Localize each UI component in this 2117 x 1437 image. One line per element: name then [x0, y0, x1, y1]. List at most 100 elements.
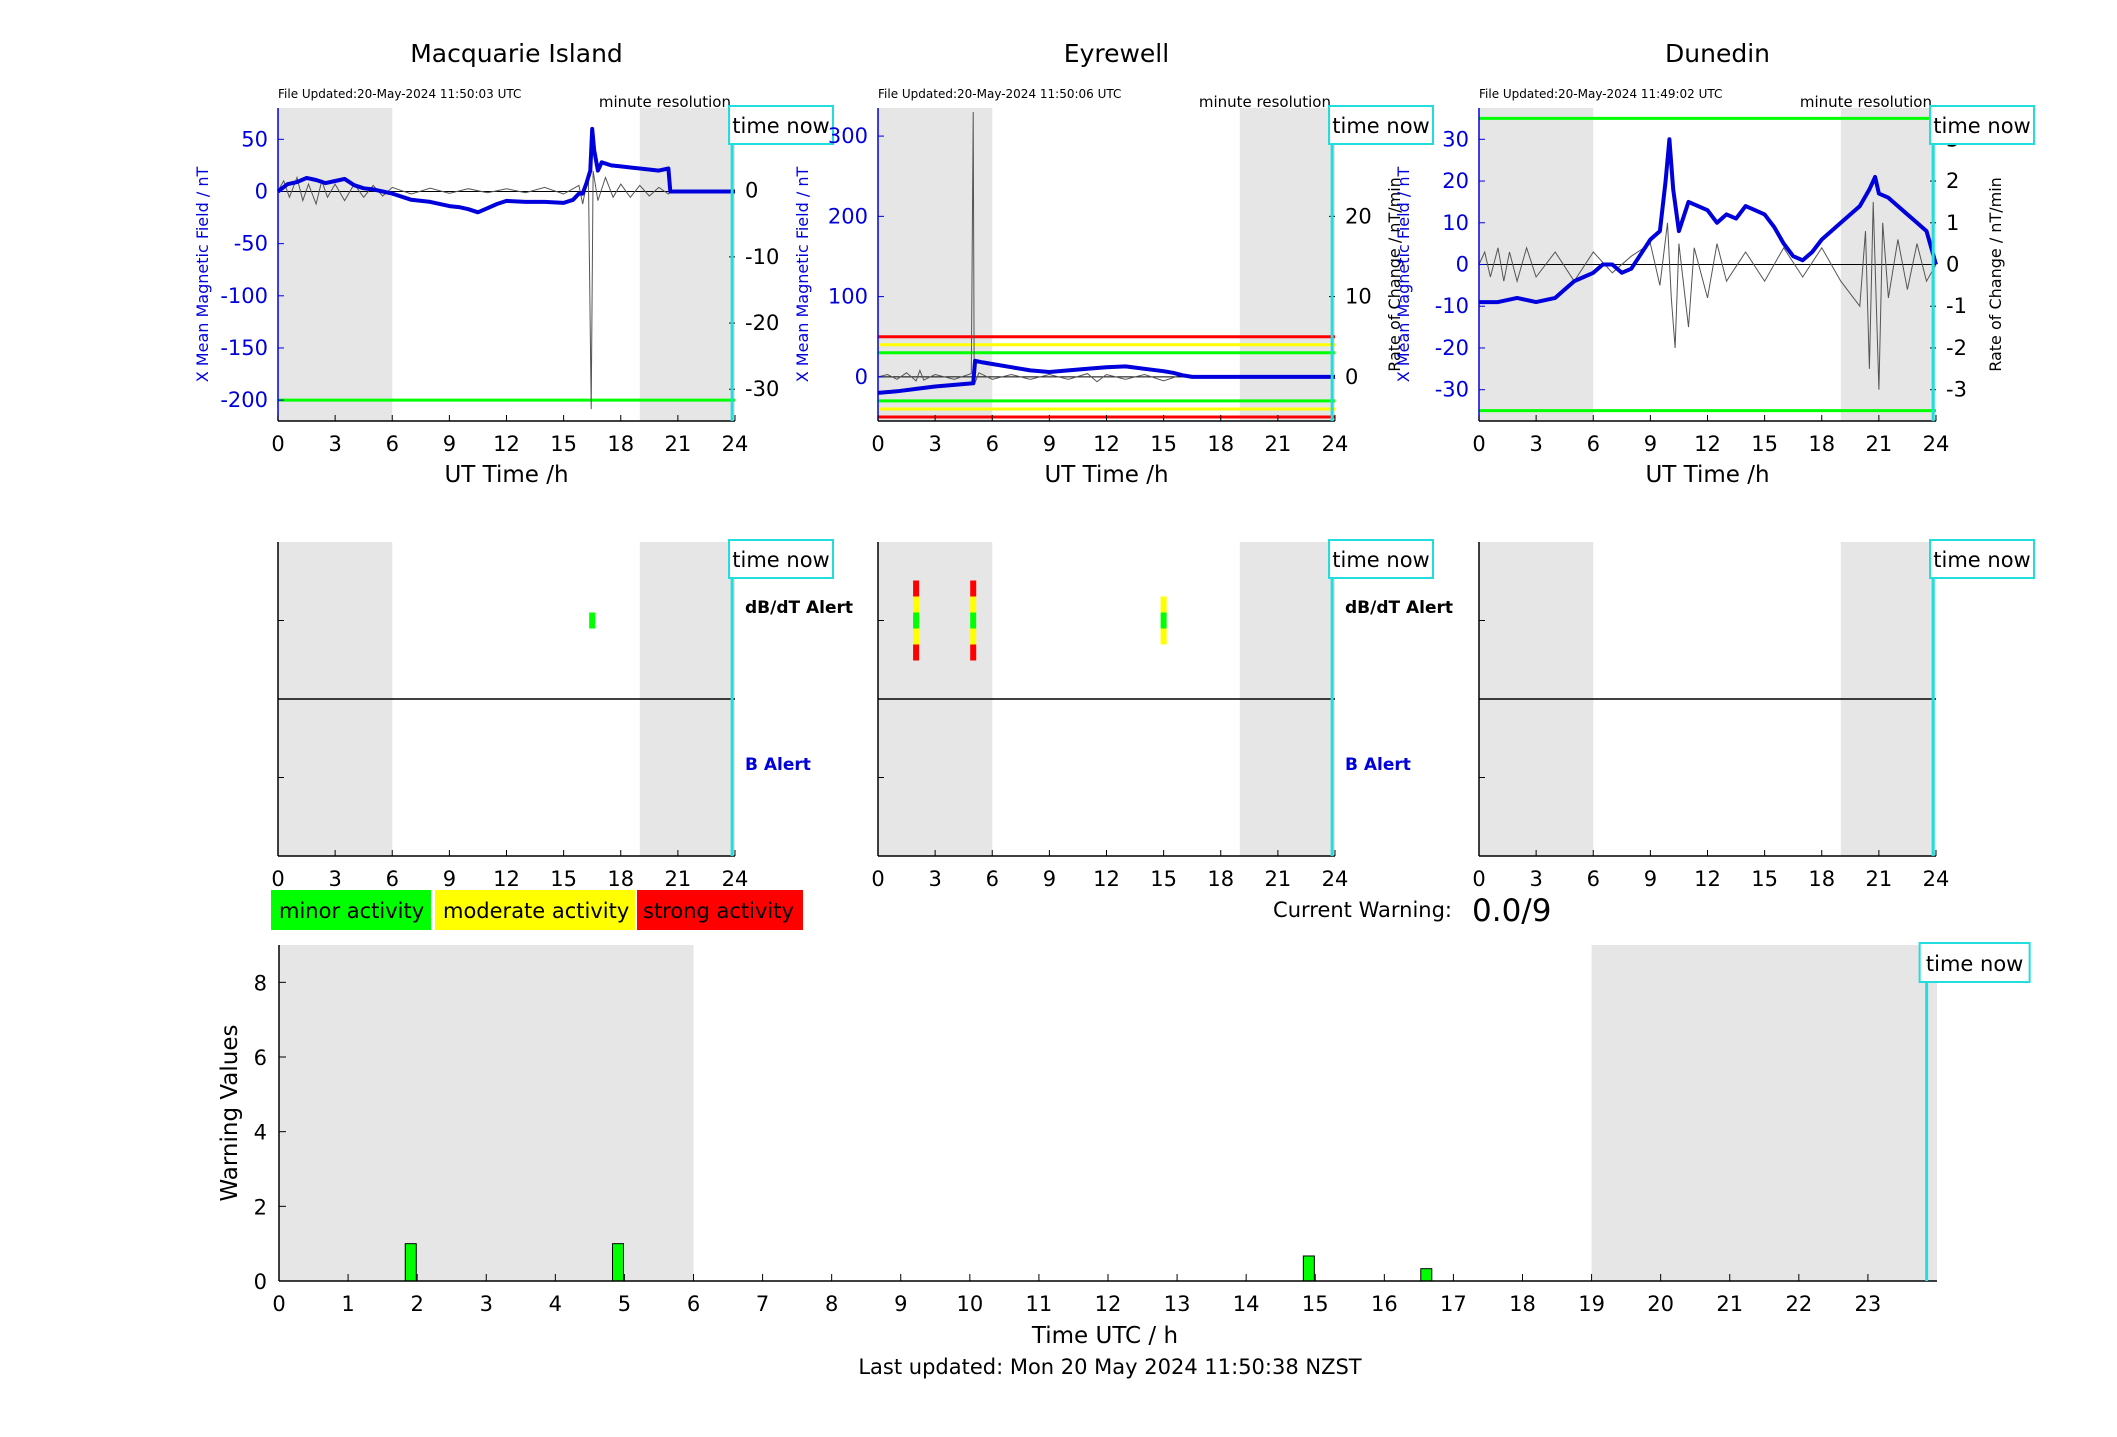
x-tick-label: 15: [1751, 867, 1778, 891]
warning-bar-1: [612, 1243, 625, 1282]
x-tick-label: 3: [1529, 432, 1542, 456]
x-tick-label: 6: [1587, 432, 1600, 456]
warning-x-tick-label: 2: [410, 1292, 423, 1316]
x-tick-label: 15: [1150, 867, 1177, 891]
x-tick-label: 15: [550, 432, 577, 456]
x-axis-label: UT Time /h: [444, 462, 568, 488]
y-tick-label: 200: [828, 204, 868, 228]
time-now-box: [728, 105, 834, 145]
time-now-label: time now: [1933, 114, 2030, 138]
x-tick-label: 9: [443, 432, 456, 456]
y-tick-label: -200: [220, 388, 268, 412]
y-tick-label: 10: [1442, 211, 1469, 235]
time-now-box: [1328, 539, 1434, 579]
station-chart-dunedin: 3020100-10-20-303210-1-2-303691215182124…: [1394, 39, 2035, 488]
y2-tick-label: 0: [1946, 253, 1959, 277]
x-tick-label: 21: [665, 867, 692, 891]
warning-x-tick-label: 16: [1371, 1292, 1398, 1316]
legend-swatch-minor: [271, 890, 431, 930]
y2-tick-label: 2: [1946, 169, 1959, 193]
b-alert-label: B Alert: [1345, 755, 1411, 775]
x-tick-label: 24: [1322, 432, 1349, 456]
alert-chart-dunedin: 0 3 6 9 12 15 18 21 24 time now: [1472, 539, 2035, 891]
x-tick-label: 0: [1472, 432, 1485, 456]
x-tick-label: 0: [1472, 867, 1485, 891]
x-tick-label: 12: [1093, 867, 1120, 891]
y2-tick-label: -10: [745, 245, 779, 269]
x-tick-label: 9: [1043, 432, 1056, 456]
warning-y-tick-label: 4: [254, 1121, 267, 1145]
y-tick-label: -150: [220, 336, 268, 360]
minute-resolution-label: minute resolution: [1800, 93, 1932, 111]
y-tick-label: -30: [1435, 378, 1469, 402]
x-tick-label: 9: [1043, 867, 1056, 891]
night-shade-1: [639, 108, 735, 421]
legend-label-moderate: moderate activity: [443, 899, 629, 923]
x-tick-label: 3: [328, 867, 341, 891]
b-alert-label: B Alert: [745, 755, 811, 775]
time-now-label: time now: [1332, 114, 1429, 138]
y2-tick-label: -1: [1946, 294, 1967, 318]
x-tick-label: 24: [722, 432, 749, 456]
x-tick-label: 0: [271, 432, 284, 456]
x-tick-label: 24: [1322, 867, 1349, 891]
warning-x-tick-label: 7: [756, 1292, 769, 1316]
alert-chart-eyrewell: dB/dT Alert B Alert 0 3 6 9 12 15 18 21 24 time now: [871, 539, 1453, 891]
y2-tick-label: 1: [1946, 211, 1959, 235]
warning-x-tick-label: 6: [687, 1292, 700, 1316]
left-y-axis-label: X Mean Magnetic Field / nT: [1394, 167, 1413, 383]
warning-x-tick-label: 22: [1785, 1292, 1812, 1316]
x-tick-label: 3: [1529, 867, 1542, 891]
time-now-label: time now: [1933, 548, 2030, 572]
x-tick-label: 12: [1694, 867, 1721, 891]
warning-x-tick-label: 23: [1855, 1292, 1882, 1316]
activity-legend: minor activity moderate activity strong …: [271, 890, 803, 930]
x-tick-label: 24: [722, 867, 749, 891]
alert-segment-2-1: [1160, 612, 1167, 629]
x-tick-label: 12: [493, 432, 520, 456]
y-tick-label: 0: [255, 179, 268, 203]
y2-tick-label: -20: [745, 311, 779, 335]
x-tick-label: 18: [1808, 432, 1835, 456]
y2-tick-label: 20: [1345, 204, 1372, 228]
y-tick-label: -100: [220, 284, 268, 308]
x-tick-label: 6: [986, 867, 999, 891]
time-now-label: time now: [1332, 548, 1429, 572]
legend-swatch-moderate: [435, 890, 635, 930]
minute-resolution-label: minute resolution: [1199, 93, 1331, 111]
file-updated: File Updated:20-May-2024 11:49:02 UTC: [1479, 87, 1722, 101]
y2-tick-label: -2: [1946, 336, 1967, 360]
warning-x-tick-label: 13: [1164, 1292, 1191, 1316]
x-tick-label: 21: [1866, 432, 1893, 456]
alert-segment-1-2: [970, 612, 977, 629]
alert-segment-0-3: [913, 628, 920, 645]
warning-x-tick-label: 14: [1233, 1292, 1260, 1316]
x-tick-label: 0: [271, 867, 284, 891]
alert-segment-1-0: [970, 580, 977, 597]
file-updated: File Updated:20-May-2024 11:50:06 UTC: [878, 87, 1121, 101]
y2-tick-label: 0: [1345, 365, 1358, 389]
x-tick-label: 24: [1923, 867, 1950, 891]
alert-segment-2-0: [1160, 596, 1167, 613]
alert-segment-0-2: [913, 612, 920, 629]
current-warning-label: Current Warning:: [1273, 898, 1452, 922]
y2-tick-label: -30: [745, 377, 779, 401]
alert-segment-1-3: [970, 628, 977, 645]
warning-x-tick-label: 0: [272, 1292, 285, 1316]
y-tick-label: 30: [1442, 127, 1469, 151]
warning-bar-0: [404, 1243, 417, 1282]
last-updated: Last updated: Mon 20 May 2024 11:50:38 N…: [858, 1355, 1361, 1379]
alert-segment-0-0: [589, 612, 596, 629]
night-shade-0: [278, 108, 393, 421]
time-now-box: [1328, 105, 1434, 145]
warning-bar-2: [1302, 1255, 1315, 1282]
time-now-box: [1929, 105, 2035, 145]
warning-x-tick-label: 20: [1647, 1292, 1674, 1316]
x-tick-label: 15: [1751, 432, 1778, 456]
alert-chart-macquarie: dB/dT Alert B Alert 0 3 6 9 12 15 18 21 24 time now: [271, 539, 853, 891]
legend-label-strong: strong activity: [643, 899, 794, 923]
x-tick-label: 3: [928, 432, 941, 456]
x-tick-label: 0: [871, 432, 884, 456]
x-tick-label: 9: [1644, 432, 1657, 456]
